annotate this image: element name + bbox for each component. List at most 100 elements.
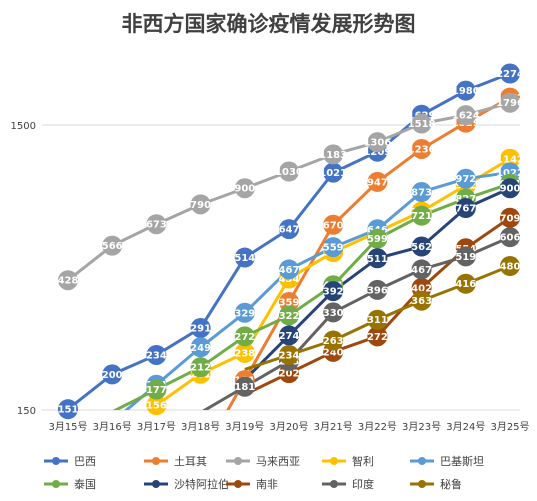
series-line — [112, 182, 511, 410]
data-point — [323, 214, 344, 235]
data-point — [279, 344, 299, 365]
data-label: 647 — [279, 225, 300, 236]
legend-marker — [330, 457, 338, 465]
data-point — [234, 302, 255, 323]
data-point — [455, 273, 476, 294]
data-label: 200 — [102, 370, 123, 381]
x-tick-label: 3月16号 — [93, 421, 132, 433]
data-label: 1142 — [496, 154, 524, 165]
data-point — [234, 342, 255, 363]
data-label: 330 — [323, 308, 344, 319]
data-label: 272 — [234, 332, 255, 343]
data-point — [367, 228, 388, 249]
x-tick-label: 3月22号 — [358, 421, 397, 433]
data-point — [190, 357, 211, 378]
data-point — [500, 92, 520, 113]
data-label: 559 — [323, 243, 344, 254]
legend-marker — [52, 457, 60, 465]
legend-marker — [152, 457, 160, 465]
legend-marker — [234, 480, 242, 488]
data-label: 467 — [411, 265, 432, 276]
series-line — [124, 171, 511, 410]
x-tick-label: 3月19号 — [225, 421, 264, 433]
y-tick-label: 150 — [17, 406, 36, 417]
data-label: 673 — [146, 220, 167, 231]
data-point — [367, 309, 388, 330]
data-label: 249 — [190, 343, 211, 354]
data-label: 1209 — [363, 147, 391, 158]
data-point — [323, 162, 344, 183]
data-point — [323, 281, 344, 302]
legend-label: 泰国 — [74, 477, 96, 491]
data-point — [411, 181, 432, 202]
data-label: 1624 — [452, 111, 480, 122]
data-label: 900 — [234, 184, 255, 195]
x-tick-label: 3月18号 — [181, 421, 220, 433]
data-label: 177 — [146, 385, 167, 396]
data-label: 234 — [146, 350, 167, 361]
data-point — [323, 144, 344, 165]
data-point — [455, 168, 476, 189]
x-tick-label: 3月25号 — [490, 421, 529, 433]
data-point — [455, 80, 476, 101]
data-label: 606 — [500, 233, 521, 244]
data-point — [190, 337, 211, 358]
data-point — [323, 330, 344, 351]
data-point — [58, 399, 78, 420]
data-label: 1796 — [496, 98, 524, 109]
data-label: 1021 — [319, 168, 347, 179]
legend-marker — [418, 457, 426, 465]
data-label: 181 — [234, 382, 255, 393]
data-label: 709 — [500, 213, 521, 224]
data-point — [234, 247, 255, 268]
data-label: 566 — [102, 241, 123, 252]
data-label: 2274 — [496, 69, 524, 80]
legend-marker — [52, 480, 60, 488]
data-label: 322 — [279, 311, 300, 322]
data-label: 670 — [323, 220, 344, 231]
data-point — [455, 198, 476, 219]
data-label: 480 — [500, 262, 521, 273]
data-point — [102, 235, 123, 256]
data-point — [146, 214, 167, 235]
data-label: 1236 — [408, 144, 436, 155]
data-label: 402 — [411, 283, 432, 294]
data-label: 428 — [58, 276, 79, 287]
data-point — [411, 236, 432, 257]
legend-marker — [418, 480, 426, 488]
data-label: 721 — [411, 211, 432, 222]
data-label: 396 — [367, 285, 388, 296]
data-label: 947 — [367, 177, 388, 188]
data-point — [279, 161, 299, 182]
data-label: 1306 — [363, 138, 391, 149]
data-point — [367, 279, 388, 300]
data-label: 1030 — [275, 167, 303, 178]
legend-label: 秘鲁 — [440, 477, 462, 491]
data-label: 767 — [455, 204, 476, 215]
data-point — [102, 364, 123, 385]
data-label: 311 — [367, 315, 388, 326]
data-label: 519 — [455, 252, 476, 263]
data-label: 972 — [455, 174, 476, 185]
x-tick-label: 3月24号 — [446, 421, 485, 433]
data-label: 790 — [190, 200, 211, 211]
data-point — [323, 302, 344, 323]
data-label: 434 — [279, 274, 300, 285]
data-label: 238 — [234, 348, 255, 359]
data-point — [234, 376, 255, 397]
data-label: 234 — [279, 350, 300, 361]
x-tick-label: 3月15号 — [48, 421, 87, 433]
legend-marker — [152, 480, 160, 488]
data-point — [500, 178, 520, 199]
data-point — [500, 207, 520, 228]
data-point — [279, 305, 299, 326]
data-label: 263 — [323, 336, 344, 347]
data-point — [455, 246, 476, 267]
series-points: 1512002342915146471021120916291980227419… — [58, 63, 524, 420]
data-label: 511 — [367, 254, 388, 265]
data-point — [234, 326, 255, 347]
x-tick-label: 3月20号 — [269, 421, 308, 433]
legend-label: 马来西亚 — [256, 455, 300, 468]
